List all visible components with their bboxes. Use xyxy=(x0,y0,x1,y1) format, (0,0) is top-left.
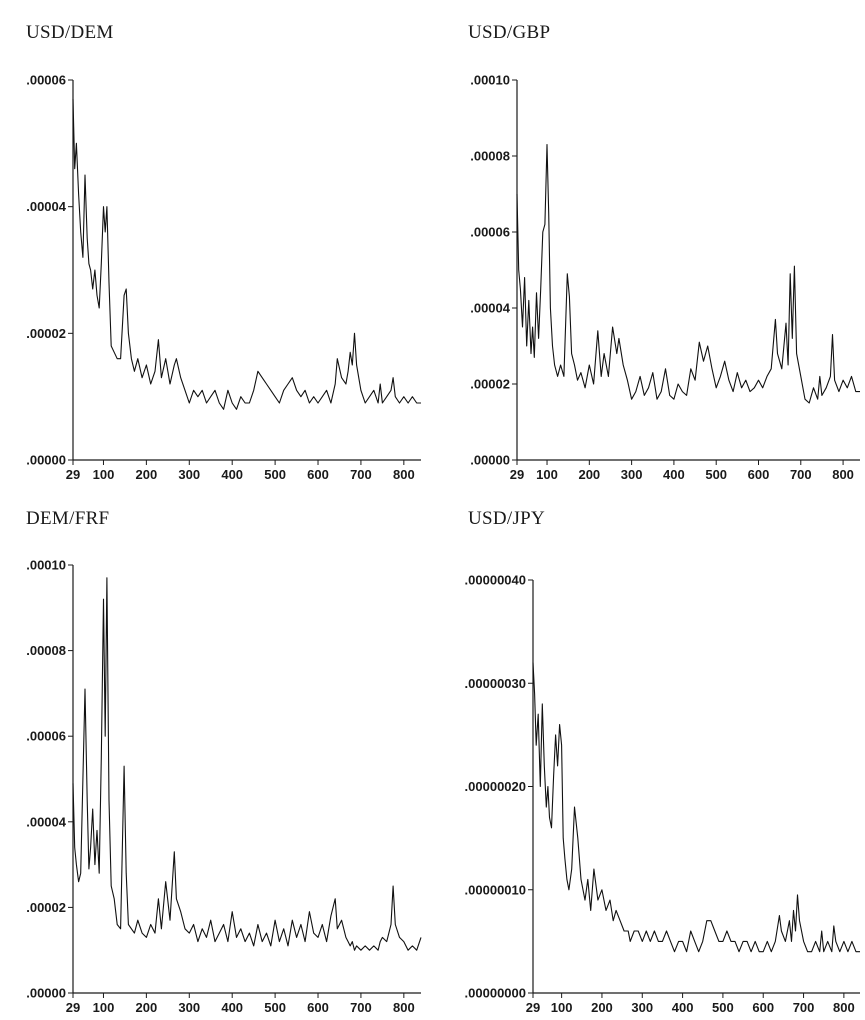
usd-jpy-y-tick-label: .00000000 xyxy=(465,986,526,1001)
usd-dem-plot: .00000 .00002 .00004 .00006 29 100 200 300 400 50… xyxy=(26,73,421,482)
dem-frf-x-tick-label: 200 xyxy=(136,1000,158,1015)
usd-gbp-y-tick-label: .00010 xyxy=(470,73,510,88)
usd-dem-x-tick-label: 600 xyxy=(307,467,329,482)
usd-dem-x-tick-label: 29 xyxy=(66,467,80,482)
usd-jpy-x-tick-label: 600 xyxy=(752,1000,774,1015)
dem-frf-series-line xyxy=(72,577,422,951)
usd-dem-x-tick-label: 100 xyxy=(93,467,115,482)
usd-jpy-x-tick-label: 100 xyxy=(551,1000,573,1015)
usd-jpy-y-tick-label: .00000040 xyxy=(465,573,526,588)
chart-title-usd-gbp: USD/GBP xyxy=(468,22,551,43)
usd-gbp-x-tick-label: 800 xyxy=(832,467,854,482)
usd-dem-x-tick-label: 300 xyxy=(178,467,200,482)
usd-jpy-x-tick-label: 29 xyxy=(526,1000,540,1015)
usd-gbp-x-tick-label: 700 xyxy=(790,467,812,482)
usd-jpy-x-tick-label: 400 xyxy=(672,1000,694,1015)
usd-gbp-x-tick-label: 400 xyxy=(663,467,685,482)
dem-frf-x-tick-label: 300 xyxy=(178,1000,200,1015)
usd-gbp-y-tick-label: .00004 xyxy=(470,301,511,316)
usd-gbp-series-line xyxy=(516,144,860,404)
usd-gbp-x-tick-label: 300 xyxy=(621,467,643,482)
usd-jpy-y-tick-label: .00000020 xyxy=(465,779,526,794)
usd-dem-y-tick-label: .00000 xyxy=(26,453,66,468)
dem-frf-y-tick-label: .00004 xyxy=(26,814,67,829)
dem-frf-y-tick-label: .00008 xyxy=(26,643,66,658)
usd-gbp-y-tick-label: .00000 xyxy=(470,453,510,468)
dem-frf-plot: .00000 .00002 .00004 .00006 .00008 .00010 29 10… xyxy=(26,558,422,1015)
chart-title-usd-dem: USD/DEM xyxy=(26,22,114,43)
usd-jpy-x-tick-label: 300 xyxy=(631,1000,653,1015)
usd-gbp-x-tick-label: 600 xyxy=(748,467,770,482)
usd-jpy-x-tick-label: 800 xyxy=(833,1000,855,1015)
dem-frf-y-tick-label: .00000 xyxy=(26,986,66,1001)
usd-jpy-plot: .00000000 .00000010 .00000020 .00000030 .000… xyxy=(465,573,860,1015)
usd-gbp-x-tick-label: 200 xyxy=(578,467,600,482)
usd-gbp-x-tick-label: 100 xyxy=(536,467,558,482)
usd-dem-x-tick-label: 200 xyxy=(136,467,158,482)
dem-frf-x-tick-label: 800 xyxy=(393,1000,415,1015)
usd-jpy-x-tick-label: 700 xyxy=(793,1000,815,1015)
dem-frf-x-tick-label: 500 xyxy=(264,1000,286,1015)
usd-jpy-x-tick-label: 200 xyxy=(591,1000,613,1015)
usd-gbp-x-tick-label: 29 xyxy=(510,467,524,482)
usd-dem-y-tick-label: .00006 xyxy=(26,73,66,88)
usd-jpy-y-tick-label: .00000030 xyxy=(465,676,526,691)
dem-frf-y-tick-label: .00002 xyxy=(26,900,66,915)
usd-jpy-y-tick-label: .00000010 xyxy=(465,882,526,897)
usd-dem-series-line xyxy=(72,98,421,410)
dem-frf-x-tick-label: 100 xyxy=(93,1000,115,1015)
usd-gbp-x-tick-label: 500 xyxy=(705,467,727,482)
usd-jpy-series-line xyxy=(532,662,860,953)
chart-title-dem-frf: DEM/FRF xyxy=(26,508,110,529)
usd-dem-x-tick-label: 400 xyxy=(221,467,243,482)
usd-dem-y-tick-label: .00002 xyxy=(26,326,66,341)
usd-dem-x-tick-label: 500 xyxy=(264,467,286,482)
usd-dem-x-tick-label: 800 xyxy=(393,467,415,482)
chart-title-usd-jpy: USD/JPY xyxy=(468,508,546,529)
usd-gbp-plot: .00000 .00002 .00004 .00006 .00008 .00010 29 10… xyxy=(470,73,860,482)
dem-frf-x-tick-label: 600 xyxy=(307,1000,329,1015)
dem-frf-y-tick-label: .00010 xyxy=(26,558,66,573)
usd-dem-y-tick-label: .00004 xyxy=(26,199,67,214)
dem-frf-x-tick-label: 29 xyxy=(66,1000,80,1015)
dem-frf-y-tick-label: .00006 xyxy=(26,729,66,744)
usd-dem-x-tick-label: 700 xyxy=(350,467,372,482)
usd-gbp-y-tick-label: .00002 xyxy=(470,377,510,392)
usd-gbp-y-tick-label: .00006 xyxy=(470,225,510,240)
usd-jpy-x-tick-label: 500 xyxy=(712,1000,734,1015)
usd-gbp-y-tick-label: .00008 xyxy=(470,149,510,164)
dem-frf-x-tick-label: 700 xyxy=(350,1000,372,1015)
dem-frf-x-tick-label: 400 xyxy=(221,1000,243,1015)
